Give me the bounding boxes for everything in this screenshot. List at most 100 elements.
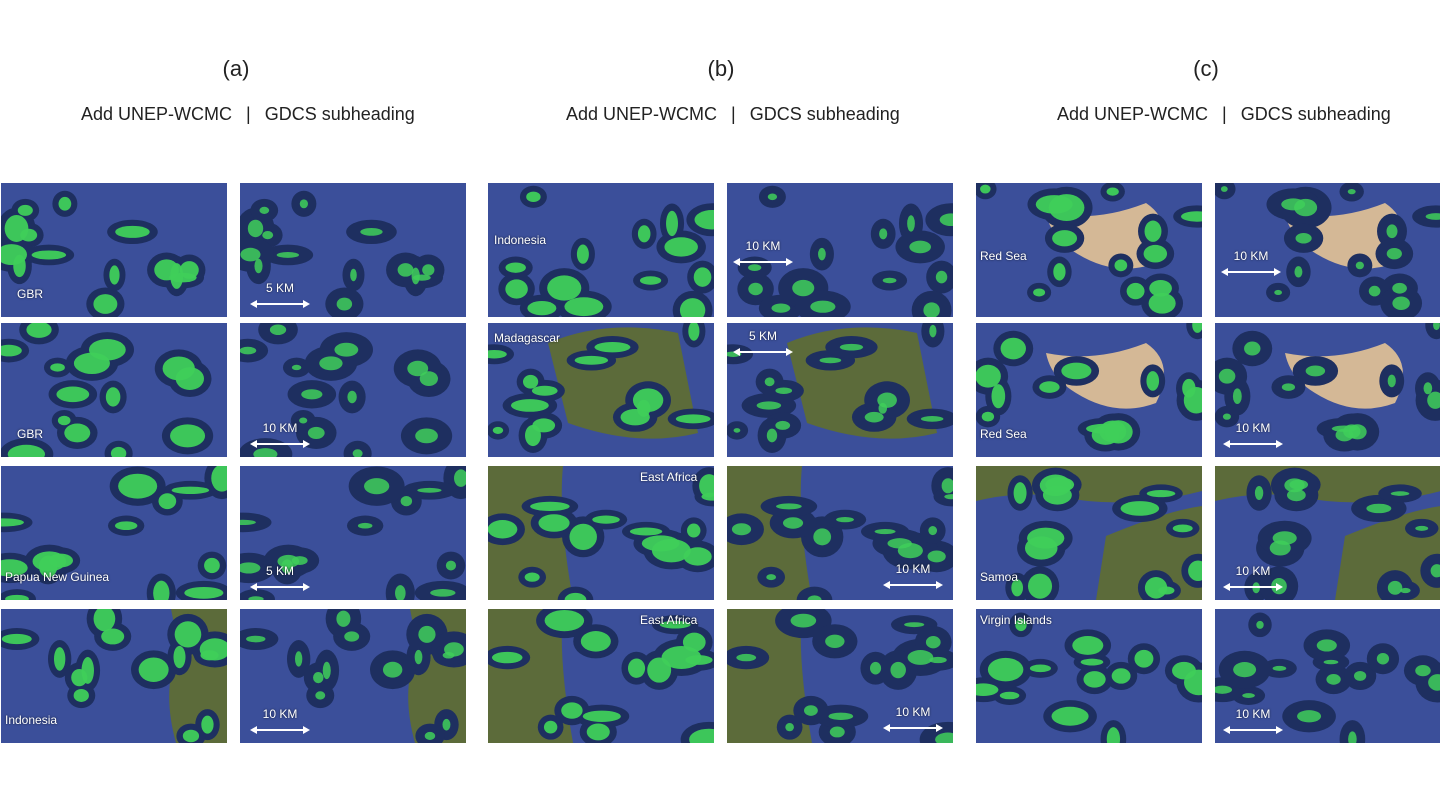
reef-patch	[547, 275, 582, 301]
reef-patch	[262, 231, 274, 240]
reef-patch	[1, 518, 24, 527]
reef-patch	[276, 252, 300, 258]
reef-patch	[1144, 220, 1162, 242]
reef-patch	[1, 244, 27, 266]
subheading-right: GDCS subheading	[749, 104, 900, 124]
column-a-subheading: Add UNEP-WCMC | GDCS subheading	[81, 104, 415, 125]
reef-patch	[1323, 659, 1339, 665]
satellite-map-image	[1215, 183, 1440, 317]
reef-patch	[1415, 664, 1431, 677]
reef-patch	[240, 247, 261, 262]
map-tile-unep: Red Sea	[976, 183, 1202, 317]
reef-patch	[629, 527, 663, 536]
reef-patch	[182, 729, 200, 743]
reef-patch	[299, 199, 309, 209]
reef-patch	[200, 650, 219, 661]
map-tile-gdcs: 10 KM	[727, 609, 953, 743]
reef-patch	[1181, 211, 1202, 222]
map-tile-unep: East Africa	[488, 609, 714, 743]
scale-bar-label: 5 KM	[748, 329, 777, 343]
reef-patch	[417, 487, 442, 493]
reef-patch	[785, 723, 794, 732]
reef-patch	[580, 631, 611, 652]
region-label: Red Sea	[980, 249, 1027, 263]
reef-patch	[675, 414, 711, 424]
reef-patch	[352, 449, 363, 457]
reef-patch	[488, 520, 518, 539]
reef-patch	[980, 184, 991, 194]
reef-patch	[334, 342, 359, 357]
reef-patch	[1039, 381, 1060, 393]
reef-patch	[1120, 501, 1160, 516]
double-arrow-icon	[1223, 583, 1283, 591]
column-b-subheading: Add UNEP-WCMC | GDCS subheading	[566, 104, 900, 125]
reef-patch	[253, 448, 278, 457]
reef-patch	[976, 364, 1001, 388]
reef-patch	[1134, 649, 1154, 668]
scale-bar-label: 10 KM	[1233, 249, 1269, 263]
scale-bar-label: 10 KM	[262, 707, 298, 721]
reef-patch	[315, 691, 326, 700]
reef-patch	[920, 415, 944, 422]
reef-patch	[1348, 424, 1367, 440]
reef-patch	[179, 261, 199, 279]
reef-patch	[766, 428, 778, 443]
double-arrow-icon	[1223, 726, 1283, 734]
double-arrow-icon	[250, 726, 310, 734]
map-tile-gdcs: 10 KM	[1215, 323, 1440, 457]
reef-patch	[637, 225, 651, 243]
scale-bar: 10 KM	[1223, 564, 1283, 594]
satellite-map-image	[1, 609, 227, 743]
reef-patch	[347, 390, 357, 404]
scale-bar: 10 KM	[883, 562, 943, 592]
reef-patch	[748, 264, 762, 271]
reef-patch	[574, 355, 609, 365]
reef-patch	[1053, 263, 1066, 281]
satellite-map-image	[1, 466, 227, 600]
reef-patch	[687, 523, 701, 538]
reef-halo	[796, 586, 833, 600]
reef-patch	[109, 265, 120, 285]
reef-patch	[1423, 382, 1433, 395]
reef-patch	[1348, 731, 1357, 743]
map-tile-gdcs: 10 KM	[727, 466, 953, 600]
reef-patch	[689, 728, 714, 743]
reef-patch	[1080, 658, 1104, 666]
reef-patch	[162, 356, 195, 381]
reef-patch	[839, 343, 864, 351]
reef-patch	[877, 392, 897, 408]
reef-patch	[864, 411, 884, 423]
double-arrow-icon	[883, 724, 943, 732]
reef-patch	[1149, 279, 1172, 297]
reef-patch	[682, 632, 706, 652]
scale-bar: 5 KM	[250, 564, 310, 594]
reef-patch	[981, 411, 995, 422]
reef-patch	[882, 277, 897, 284]
reef-patch	[505, 262, 526, 273]
reef-patch	[101, 628, 125, 645]
reef-patch	[64, 423, 91, 443]
reef-patch	[184, 586, 224, 599]
scale-bar: 10 KM	[250, 421, 310, 451]
reef-patch	[1242, 693, 1255, 698]
reef-patch	[397, 263, 414, 277]
satellite-map-image	[1215, 323, 1440, 457]
reef-patch	[928, 526, 938, 536]
satellite-map-image	[240, 323, 466, 457]
map-tile-unep: Indonesia	[1, 609, 227, 743]
reef-patch	[1011, 579, 1024, 597]
reef-patch	[1415, 525, 1429, 531]
reef-patch	[999, 691, 1020, 700]
satellite-map-image	[1, 323, 227, 457]
scale-bar: 5 KM	[733, 329, 793, 359]
subheading-right: GDCS subheading	[1240, 104, 1391, 124]
reef-patch	[525, 424, 541, 447]
reef-patch	[81, 657, 94, 684]
reef-patch	[524, 572, 540, 582]
map-tile-gdcs: 10 KM	[240, 609, 466, 743]
reef-patch	[430, 589, 456, 597]
reef-patch	[664, 237, 698, 257]
reef-patch	[115, 225, 150, 238]
reef-patch	[505, 279, 528, 299]
reef-patch	[1, 344, 22, 357]
